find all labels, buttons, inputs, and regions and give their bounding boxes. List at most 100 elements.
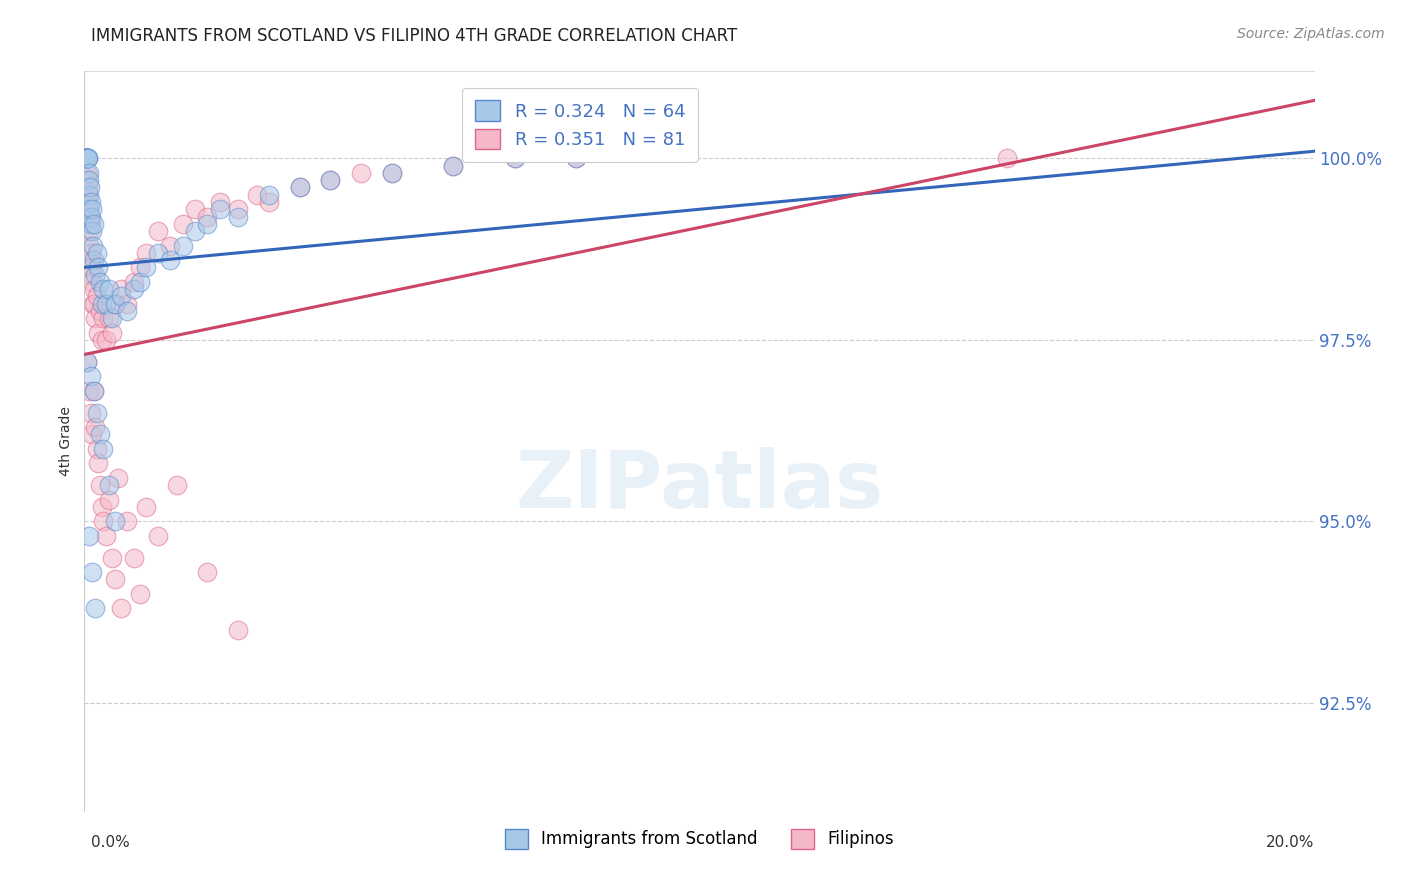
- Point: [79, 180, 101, 194]
- Point: [83, 296, 105, 310]
- Point: [87, 260, 110, 275]
- Point: [79, 268, 101, 282]
- Point: [104, 296, 127, 310]
- Point: [86, 442, 108, 456]
- Point: [76, 187, 98, 202]
- Point: [104, 296, 127, 310]
- Point: [565, 152, 588, 166]
- Point: [98, 311, 120, 326]
- Point: [122, 275, 145, 289]
- Point: [77, 180, 100, 194]
- Point: [75, 152, 97, 166]
- Point: [91, 442, 114, 456]
- Point: [101, 550, 124, 565]
- Point: [91, 515, 114, 529]
- Point: [84, 601, 107, 615]
- Point: [75, 152, 97, 166]
- Point: [135, 260, 157, 275]
- Point: [443, 159, 465, 173]
- Point: [122, 282, 145, 296]
- Point: [184, 224, 207, 238]
- Point: [89, 275, 111, 289]
- Point: [79, 202, 101, 217]
- Point: [172, 217, 194, 231]
- Point: [117, 515, 139, 529]
- Point: [381, 166, 404, 180]
- Point: [246, 187, 269, 202]
- Point: [104, 573, 127, 587]
- Point: [101, 311, 124, 326]
- Point: [76, 152, 98, 166]
- Point: [79, 187, 101, 202]
- Point: [87, 456, 110, 470]
- Point: [80, 427, 103, 442]
- Point: [87, 326, 110, 340]
- Point: [89, 478, 111, 492]
- Point: [110, 289, 132, 303]
- Point: [319, 173, 342, 187]
- Point: [86, 289, 108, 303]
- Point: [184, 202, 207, 217]
- Point: [257, 194, 280, 209]
- Point: [79, 384, 101, 398]
- Point: [82, 238, 104, 252]
- Point: [80, 210, 103, 224]
- Point: [226, 624, 249, 638]
- Point: [75, 152, 97, 166]
- Point: [122, 550, 145, 565]
- Point: [91, 311, 114, 326]
- Point: [76, 152, 98, 166]
- Point: [80, 260, 103, 275]
- Point: [79, 238, 101, 252]
- Point: [503, 152, 526, 166]
- Legend: Immigrants from Scotland, Filipinos: Immigrants from Scotland, Filipinos: [498, 822, 901, 855]
- Point: [288, 180, 311, 194]
- Point: [83, 384, 105, 398]
- Point: [117, 296, 139, 310]
- Point: [110, 601, 132, 615]
- Point: [159, 238, 181, 252]
- Point: [89, 304, 111, 318]
- Point: [77, 152, 100, 166]
- Point: [77, 217, 100, 231]
- Point: [94, 296, 117, 310]
- Point: [94, 529, 117, 543]
- Point: [76, 152, 98, 166]
- Point: [110, 282, 132, 296]
- Point: [76, 166, 98, 180]
- Point: [79, 224, 101, 238]
- Point: [94, 333, 117, 347]
- Point: [77, 166, 100, 180]
- Point: [80, 565, 103, 579]
- Point: [288, 180, 311, 194]
- Point: [86, 245, 108, 260]
- Point: [83, 217, 105, 231]
- Point: [90, 333, 112, 347]
- Point: [98, 282, 120, 296]
- Point: [82, 296, 104, 310]
- Point: [76, 354, 98, 368]
- Point: [197, 210, 219, 224]
- Point: [128, 587, 150, 601]
- Point: [135, 500, 157, 514]
- Point: [98, 492, 120, 507]
- Point: [503, 152, 526, 166]
- Point: [148, 529, 170, 543]
- Point: [319, 173, 342, 187]
- Text: Source: ZipAtlas.com: Source: ZipAtlas.com: [1237, 27, 1385, 41]
- Point: [90, 296, 112, 310]
- Point: [84, 311, 107, 326]
- Point: [197, 565, 219, 579]
- Text: IMMIGRANTS FROM SCOTLAND VS FILIPINO 4TH GRADE CORRELATION CHART: IMMIGRANTS FROM SCOTLAND VS FILIPINO 4TH…: [91, 27, 738, 45]
- Point: [172, 238, 194, 252]
- Point: [91, 282, 114, 296]
- Point: [83, 282, 105, 296]
- Text: 20.0%: 20.0%: [1267, 836, 1315, 850]
- Point: [82, 202, 104, 217]
- Point: [166, 478, 188, 492]
- Point: [83, 384, 105, 398]
- Point: [79, 529, 101, 543]
- Point: [128, 275, 150, 289]
- Point: [443, 159, 465, 173]
- Point: [98, 478, 120, 492]
